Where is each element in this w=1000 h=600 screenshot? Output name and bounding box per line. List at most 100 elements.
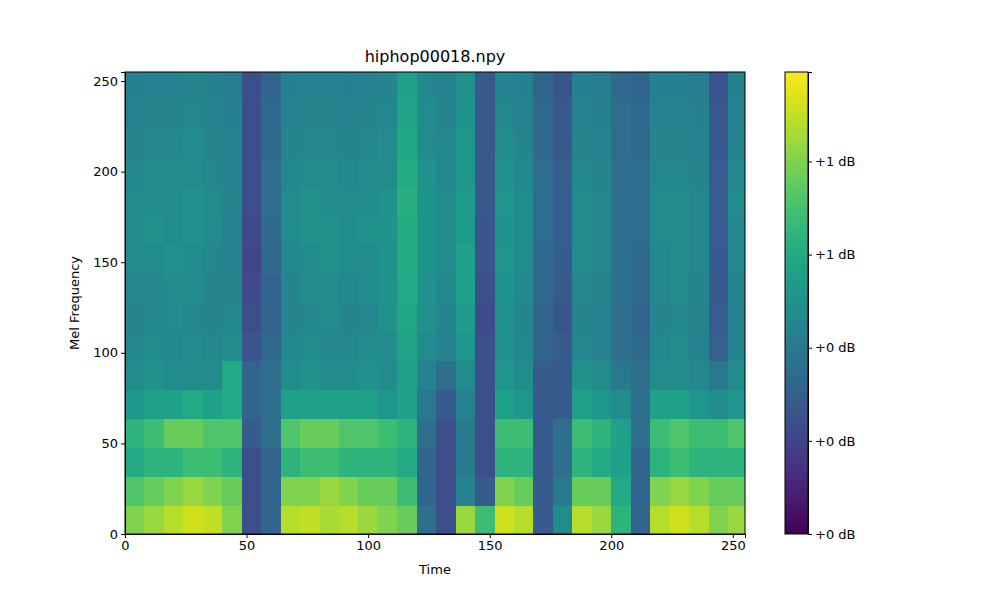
heatmap-cell	[378, 273, 398, 302]
heatmap-cell	[281, 244, 301, 273]
heatmap-cell	[242, 244, 262, 273]
heatmap-cell	[670, 360, 690, 389]
heatmap-cell	[222, 505, 242, 534]
heatmap-cell	[475, 244, 495, 273]
heatmap-cell	[242, 418, 262, 447]
heatmap-cell	[222, 157, 242, 186]
heatmap-cell	[572, 273, 592, 302]
heatmap-cell	[358, 157, 378, 186]
heatmap-cell	[144, 360, 164, 389]
heatmap-cell	[475, 331, 495, 360]
heatmap-cell	[728, 505, 745, 534]
heatmap-cell	[631, 215, 651, 244]
heatmap-cell	[378, 215, 398, 244]
heatmap-cell	[572, 186, 592, 215]
heatmap-cell	[339, 128, 359, 157]
heatmap-cell	[456, 447, 476, 476]
tick-label: 100	[93, 345, 118, 360]
heatmap-cell	[358, 389, 378, 418]
heatmap-cell	[436, 244, 456, 273]
heatmap-cell	[650, 186, 670, 215]
heatmap-cell	[456, 273, 476, 302]
heatmap-cell	[611, 128, 631, 157]
heatmap-cell	[631, 447, 651, 476]
heatmap-cell	[242, 505, 262, 534]
tick: 150	[93, 255, 125, 270]
heatmap-cell	[592, 389, 612, 418]
heatmap-cell	[261, 244, 281, 273]
heatmap-cell	[164, 302, 184, 331]
heatmap-cell	[125, 186, 145, 215]
heatmap-cell	[709, 215, 729, 244]
heatmap-cell	[300, 389, 320, 418]
heatmap-cell	[183, 447, 203, 476]
colorbar-tick: +1 dB	[808, 247, 855, 262]
heatmap-cell	[125, 389, 145, 418]
heatmap-cell	[553, 99, 573, 128]
heatmap-cell	[203, 244, 223, 273]
heatmap-cell	[358, 418, 378, 447]
heatmap-cell	[417, 99, 437, 128]
heatmap-cell	[514, 331, 534, 360]
heatmap-cells	[125, 72, 745, 534]
heatmap-cell	[281, 476, 301, 505]
heatmap-cell	[397, 505, 417, 534]
colorbar-tick: +0 dB	[808, 434, 855, 449]
heatmap-cell	[183, 72, 203, 100]
heatmap-cell	[183, 128, 203, 157]
heatmap-cell	[261, 302, 281, 331]
heatmap-cell	[475, 302, 495, 331]
heatmap-cell	[242, 476, 262, 505]
heatmap-cell	[339, 302, 359, 331]
heatmap-cell	[261, 389, 281, 418]
tick: 250	[721, 534, 746, 553]
heatmap-cell	[300, 418, 320, 447]
heatmap-cell	[670, 157, 690, 186]
heatmap-cell	[417, 505, 437, 534]
heatmap-cell	[183, 157, 203, 186]
heatmap-cell	[222, 476, 242, 505]
heatmap-cell	[514, 157, 534, 186]
heatmap-cell	[183, 389, 203, 418]
heatmap-cell	[592, 476, 612, 505]
heatmap-cell	[261, 157, 281, 186]
heatmap-cell	[183, 99, 203, 128]
heatmap-cell	[222, 215, 242, 244]
heatmap-cell	[203, 157, 223, 186]
heatmap-cell	[631, 273, 651, 302]
heatmap-cell	[553, 447, 573, 476]
heatmap-cell	[495, 389, 515, 418]
heatmap-cell	[203, 215, 223, 244]
heatmap-cell	[183, 331, 203, 360]
heatmap-cell	[611, 186, 631, 215]
heatmap-cell	[611, 389, 631, 418]
heatmap-cell	[670, 72, 690, 100]
heatmap-cell	[339, 273, 359, 302]
heatmap-cell	[611, 215, 631, 244]
heatmap-cell	[670, 447, 690, 476]
heatmap-cell	[125, 128, 145, 157]
heatmap-cell	[378, 505, 398, 534]
heatmap-cell	[222, 418, 242, 447]
heatmap-cell	[572, 389, 592, 418]
heatmap-cell	[495, 360, 515, 389]
heatmap-cell	[631, 186, 651, 215]
tick: 0	[121, 534, 129, 553]
tick-label: 0	[121, 538, 129, 553]
heatmap-cell	[378, 418, 398, 447]
heatmap-cell	[631, 302, 651, 331]
heatmap-cell	[125, 302, 145, 331]
heatmap-cell	[611, 360, 631, 389]
heatmap-cell	[339, 72, 359, 100]
heatmap-cell	[592, 418, 612, 447]
heatmap-cell	[320, 505, 340, 534]
heatmap-cell	[300, 360, 320, 389]
heatmap-cell	[397, 418, 417, 447]
heatmap-cell	[261, 273, 281, 302]
heatmap-cell	[164, 360, 184, 389]
heatmap-cell	[164, 244, 184, 273]
heatmap-cell	[281, 418, 301, 447]
heatmap-cell	[495, 99, 515, 128]
heatmap-cell	[339, 99, 359, 128]
heatmap-cell	[397, 331, 417, 360]
